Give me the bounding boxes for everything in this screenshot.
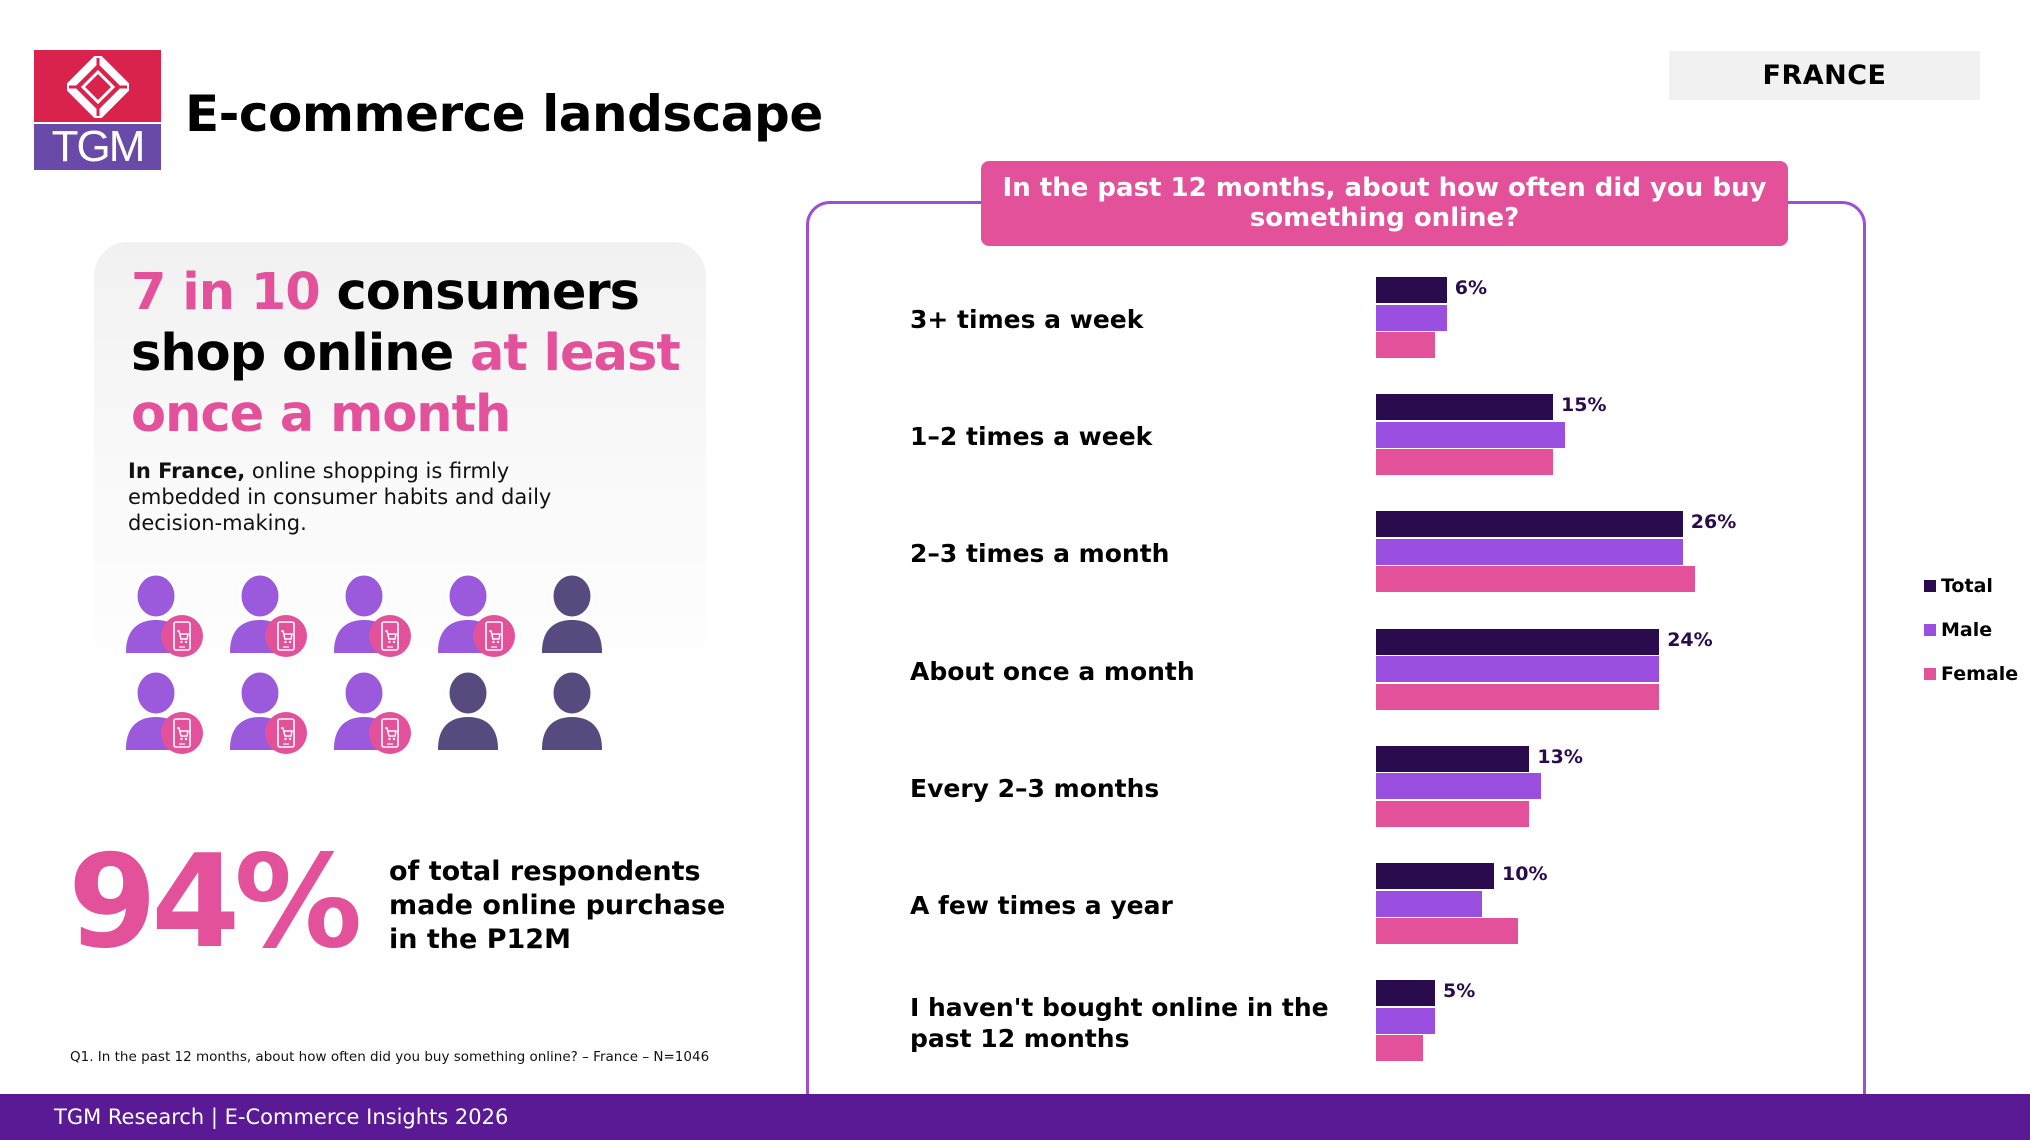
bar-total (1376, 628, 1660, 655)
data-label: 5% (1443, 980, 1476, 1003)
category-label: I haven't bought online in the past 12 m… (910, 993, 1329, 1054)
legend-label: Total (1941, 575, 1993, 597)
category-label: 1–2 times a week (910, 422, 1153, 452)
bar-total (1376, 863, 1494, 889)
headline-highlight: at least once a month (131, 324, 681, 444)
bar-male (1376, 656, 1660, 683)
insight-headline: 7 in 10 consumers shop online at least o… (131, 262, 711, 445)
bar-female (1376, 449, 1553, 476)
bar-total (1376, 511, 1683, 538)
bar-male (1376, 773, 1542, 800)
category-label: Every 2–3 months (910, 773, 1160, 803)
person-icon (540, 572, 620, 658)
data-label: 26% (1690, 511, 1737, 534)
bar-female (1376, 566, 1695, 593)
page-title: E-commerce landscape (185, 85, 823, 143)
country-badge: FRANCE (1669, 51, 1980, 100)
legend-swatch (1924, 624, 1936, 636)
bar-total (1376, 980, 1435, 1007)
insight-body-rest: online shopping is firmly embedded in co… (128, 459, 552, 535)
bar-total (1376, 277, 1447, 303)
insight-body: In France, online shopping is firmly emb… (128, 458, 598, 536)
footer-text: TGM Research | E-Commerce Insights 2026 (54, 1105, 509, 1129)
person-icon (540, 669, 620, 755)
data-label: 24% (1667, 628, 1713, 651)
tgm-logo: TGM (34, 50, 161, 170)
online-shopper-person-icon (332, 572, 412, 658)
legend-label: Female (1941, 663, 2019, 685)
logo-text: TGM (51, 122, 146, 171)
bar-male (1376, 304, 1447, 331)
data-label: 6% (1454, 277, 1488, 299)
online-shopper-person-icon (228, 572, 308, 658)
bar-male (1376, 1007, 1435, 1034)
person-icon (436, 669, 516, 755)
legend-swatch (1924, 580, 1936, 592)
source-note: Q1. In the past 12 months, about how oft… (70, 1049, 710, 1065)
footer-bar (0, 1094, 2030, 1140)
bar-male (1376, 890, 1483, 917)
logo-separator (34, 122, 161, 124)
data-label: 15% (1561, 394, 1607, 417)
headline-text: consumers shop online (131, 263, 640, 383)
online-shopper-person-icon (124, 669, 204, 755)
data-label: 10% (1502, 863, 1548, 885)
big-stat-value: 94% (68, 828, 362, 977)
category-label: About once a month (910, 656, 1195, 686)
category-label: A few times a year (910, 891, 1173, 920)
bar-female (1376, 800, 1530, 827)
bar-female (1376, 918, 1518, 944)
logo-diamond-icon (67, 56, 129, 118)
bar-total (1376, 394, 1553, 421)
category-label: 3+ times a week (910, 305, 1144, 334)
category-label: 2–3 times a month (910, 539, 1170, 569)
logo-bottom-block (34, 124, 161, 170)
legend-swatch (1924, 668, 1936, 680)
online-shopper-person-icon (436, 572, 516, 658)
bar-female (1376, 332, 1435, 358)
legend-label: Male (1941, 619, 1993, 641)
data-label: 13% (1537, 745, 1583, 768)
bar-total (1376, 745, 1530, 772)
bar-female (1376, 1035, 1424, 1062)
big-stat-description: of total respondents made online purchas… (389, 856, 726, 955)
online-shopper-person-icon (228, 669, 308, 755)
online-shopper-person-icon (124, 572, 204, 658)
headline-highlight: 7 in 10 (131, 263, 321, 322)
bar-male (1376, 538, 1683, 565)
chart-title: In the past 12 months, about how often d… (981, 161, 1788, 246)
online-shopper-person-icon (332, 669, 412, 755)
bar-male (1376, 421, 1565, 448)
bar-female (1376, 683, 1660, 710)
insight-body-bold: In France, (128, 459, 246, 483)
